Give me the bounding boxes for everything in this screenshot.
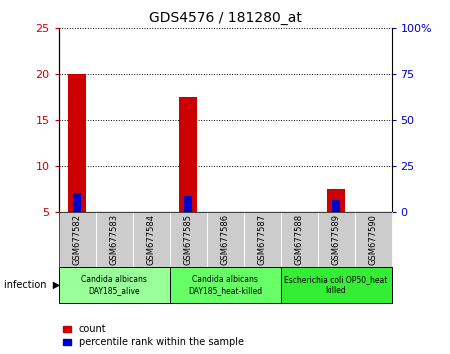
Bar xyxy=(73,193,81,212)
Text: GSM677583: GSM677583 xyxy=(109,214,118,266)
Title: GDS4576 / 181280_at: GDS4576 / 181280_at xyxy=(148,11,302,24)
Bar xyxy=(58,267,170,303)
Text: infection  ▶: infection ▶ xyxy=(4,280,61,290)
Text: GSM677582: GSM677582 xyxy=(72,214,81,266)
Bar xyxy=(327,189,345,212)
Text: GSM677588: GSM677588 xyxy=(294,214,303,266)
Text: Candida albicans
DAY185_heat-killed: Candida albicans DAY185_heat-killed xyxy=(188,275,262,295)
Text: GSM677590: GSM677590 xyxy=(369,215,378,265)
Bar xyxy=(68,74,86,212)
Bar xyxy=(318,212,355,267)
Bar xyxy=(184,196,192,212)
Text: GSM677584: GSM677584 xyxy=(147,214,156,266)
Bar xyxy=(132,212,170,267)
Text: GSM677587: GSM677587 xyxy=(257,214,266,266)
Bar xyxy=(58,212,95,267)
Legend: count, percentile rank within the sample: count, percentile rank within the sample xyxy=(63,325,244,347)
Bar xyxy=(355,212,392,267)
Text: Candida albicans
DAY185_alive: Candida albicans DAY185_alive xyxy=(81,275,147,295)
Bar xyxy=(280,212,318,267)
Bar xyxy=(95,212,132,267)
Bar xyxy=(332,200,340,212)
Bar xyxy=(207,212,243,267)
Bar xyxy=(170,212,207,267)
Bar xyxy=(179,97,197,212)
Text: GSM677589: GSM677589 xyxy=(332,214,341,266)
Text: Escherichia coli OP50_heat
killed: Escherichia coli OP50_heat killed xyxy=(284,275,388,295)
Bar xyxy=(280,267,392,303)
Bar xyxy=(243,212,280,267)
Text: GSM677585: GSM677585 xyxy=(184,214,193,266)
Text: GSM677586: GSM677586 xyxy=(220,214,230,266)
Bar xyxy=(170,267,280,303)
